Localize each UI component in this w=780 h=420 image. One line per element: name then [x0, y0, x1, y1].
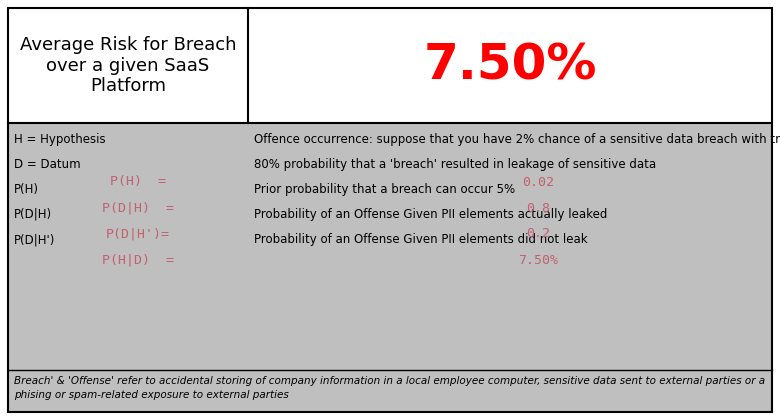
Text: 0.02: 0.02	[522, 176, 554, 189]
Text: P(D|H'): P(D|H')	[14, 233, 55, 246]
Text: D = Datum: D = Datum	[14, 158, 80, 171]
Text: Probability of an Offense Given PII elements actually leaked: Probability of an Offense Given PII elem…	[254, 208, 608, 221]
Text: P(H)  =: P(H) =	[110, 176, 166, 189]
Text: 0.2: 0.2	[526, 228, 550, 241]
Bar	[8, 370, 772, 412]
Text: 0.8: 0.8	[526, 202, 550, 215]
Bar	[8, 8, 772, 123]
Text: 80% probability that a 'breach' resulted in leakage of sensitive data: 80% probability that a 'breach' resulted…	[254, 158, 656, 171]
Text: P(D|H')=: P(D|H')=	[106, 228, 170, 241]
Bar	[8, 123, 772, 370]
Text: 7.50%: 7.50%	[424, 42, 597, 89]
Text: Offence occurrence: suppose that you have 2% chance of a sensitive data breach w: Offence occurrence: suppose that you hav…	[254, 133, 780, 146]
Text: P(D|H)  =: P(D|H) =	[102, 202, 174, 215]
Text: Breach' & 'Offense' refer to accidental storing of company information in a loca: Breach' & 'Offense' refer to accidental …	[14, 376, 765, 386]
Text: Prior probability that a breach can occur 5%: Prior probability that a breach can occu…	[254, 183, 515, 196]
Text: P(H|D)  =: P(H|D) =	[102, 254, 174, 267]
Text: P(H): P(H)	[14, 183, 39, 196]
Text: phising or spam-related exposure to external parties: phising or spam-related exposure to exte…	[14, 390, 289, 400]
Text: Probability of an Offense Given PII elements did not leak: Probability of an Offense Given PII elem…	[254, 233, 587, 246]
Text: Average Risk for Breach
over a given SaaS
Platform: Average Risk for Breach over a given Saa…	[20, 36, 236, 95]
Text: 7.50%: 7.50%	[518, 254, 558, 267]
Text: P(D|H): P(D|H)	[14, 208, 52, 221]
Text: H = Hypothesis: H = Hypothesis	[14, 133, 105, 146]
